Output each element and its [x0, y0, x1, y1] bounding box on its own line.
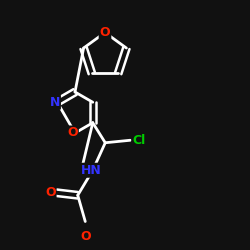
Text: O: O	[67, 126, 78, 140]
Text: O: O	[45, 186, 56, 199]
Text: N: N	[50, 96, 60, 109]
Text: HN: HN	[81, 164, 102, 177]
Text: Cl: Cl	[132, 134, 146, 147]
Text: O: O	[100, 26, 110, 39]
Text: O: O	[80, 230, 90, 243]
